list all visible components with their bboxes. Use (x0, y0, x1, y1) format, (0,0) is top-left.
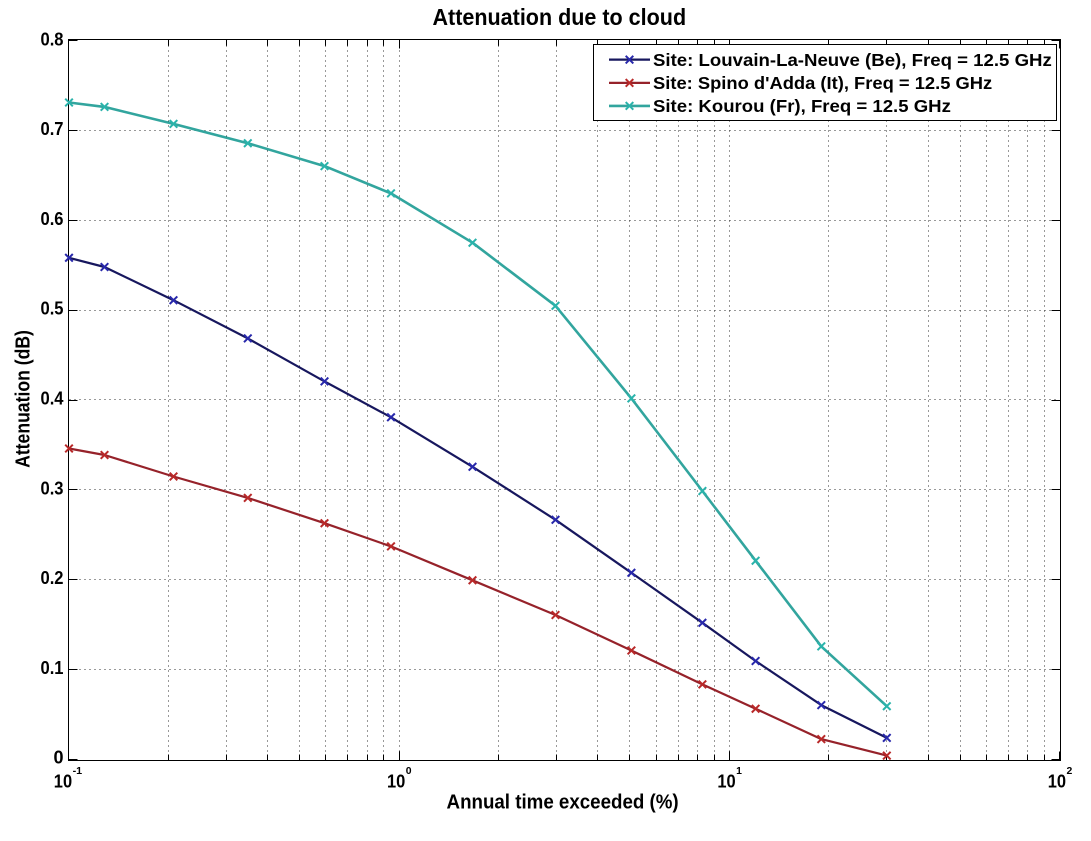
svg-text:0.2: 0.2 (41, 568, 64, 588)
svg-text:Site: Louvain-La-Neuve (Be), F: Site: Louvain-La-Neuve (Be), Freq = 12.5… (653, 50, 1052, 70)
svg-text:Site: Spino d'Adda (It), Freq: Site: Spino d'Adda (It), Freq = 12.5 GHz (653, 73, 992, 93)
svg-text:0.4: 0.4 (41, 389, 64, 409)
svg-text:0.5: 0.5 (41, 299, 64, 319)
svg-text:2: 2 (1067, 766, 1073, 777)
svg-text:0.8: 0.8 (41, 29, 64, 49)
svg-text:-1: -1 (73, 766, 83, 777)
svg-text:0.3: 0.3 (41, 478, 64, 498)
svg-text:0.6: 0.6 (41, 209, 64, 229)
svg-text:Annual time exceeded (%): Annual time exceeded (%) (447, 792, 679, 814)
svg-text:Attenuation (dB): Attenuation (dB) (13, 330, 35, 468)
svg-text:Site: Kourou (Fr), Freq = 12.5: Site: Kourou (Fr), Freq = 12.5 GHz (653, 96, 951, 116)
svg-text:0: 0 (53, 748, 63, 768)
svg-text:Attenuation due to cloud: Attenuation due to cloud (433, 4, 687, 30)
svg-text:10: 10 (1048, 772, 1066, 792)
svg-text:10: 10 (54, 772, 72, 792)
svg-text:10: 10 (387, 772, 405, 792)
svg-text:1: 1 (736, 766, 742, 777)
svg-text:0: 0 (406, 766, 412, 777)
svg-text:10: 10 (717, 772, 735, 792)
svg-text:0.7: 0.7 (41, 119, 64, 139)
svg-text:0.1: 0.1 (41, 658, 64, 678)
